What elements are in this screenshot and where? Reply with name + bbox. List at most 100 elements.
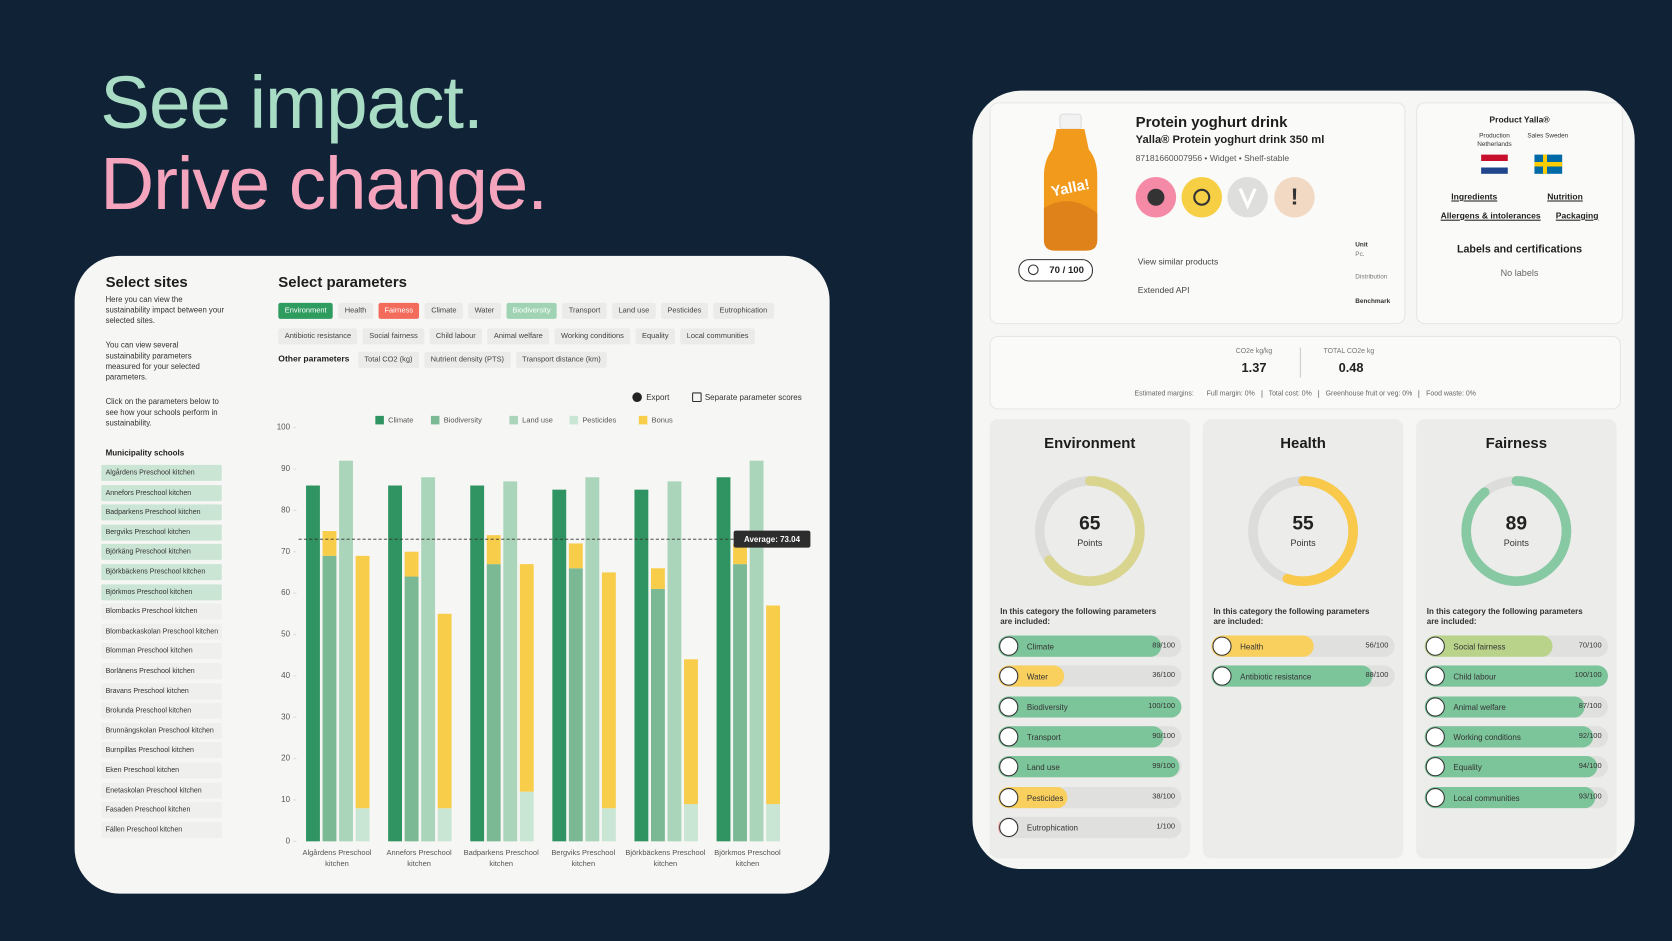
product-link[interactable]: View similar products <box>1137 256 1219 267</box>
parameter-chip[interactable]: Pesticides <box>660 302 708 319</box>
parameter-chip[interactable]: Fairness <box>378 302 420 319</box>
bar <box>766 804 781 842</box>
school-name: Brunnängskolan Preschool kitchen <box>105 727 214 735</box>
parameter-chip[interactable]: Climate <box>424 302 463 319</box>
school-item[interactable]: Fällen Preschool kitchen <box>101 821 222 838</box>
bar <box>388 485 403 842</box>
param-value: 100/100 <box>1574 672 1602 680</box>
legend-label: Pesticides <box>582 416 616 425</box>
param-icon <box>1425 636 1445 656</box>
product-tab[interactable]: Allergens & intolerances <box>1440 211 1541 221</box>
bar <box>667 481 682 842</box>
school-item[interactable]: Brolunda Preschool kitchen <box>101 702 222 719</box>
school-item[interactable]: Borlänens Preschool kitchen <box>101 663 222 680</box>
other-chip[interactable]: Transport distance (km) <box>515 351 608 368</box>
param-name: Social fairness <box>1453 641 1506 652</box>
bonus-bar <box>322 531 337 556</box>
category-title: Environment <box>1044 433 1136 452</box>
bonus-bar <box>650 568 665 589</box>
school-item[interactable]: Bravans Preschool kitchen <box>101 683 222 700</box>
param-icon <box>999 696 1019 717</box>
product-tab[interactable]: Packaging <box>1555 211 1599 221</box>
parameter-chip[interactable]: Health <box>338 302 373 319</box>
school-item[interactable]: Blomman Preschool kitchen <box>101 643 222 660</box>
sales: Sales Sweden <box>1527 133 1569 140</box>
other-chip[interactable]: Total CO2 (kg) <box>357 351 419 368</box>
other-chip[interactable]: Nutrient density (PTS) <box>424 351 511 368</box>
school-item[interactable]: Blombackaskolan Preschool kitchen <box>101 623 222 640</box>
bar <box>684 804 698 842</box>
school-item[interactable]: Bergviks Preschool kitchen <box>101 524 222 541</box>
parameter-chip[interactable]: Equality <box>635 328 675 345</box>
sites-multi: You can view several sustainability para… <box>105 340 200 382</box>
school-item[interactable]: Björkbäckens Preschool kitchen <box>101 564 222 581</box>
parameter-chip[interactable]: Environment <box>278 302 334 319</box>
param-bar <box>998 756 1180 778</box>
legend-swatch <box>430 415 440 425</box>
product-tab[interactable]: Nutrition <box>1547 191 1583 202</box>
donut-score: 65 <box>1079 514 1101 535</box>
parameter-chip[interactable]: Land use <box>612 302 656 319</box>
parameter-chip[interactable]: Animal welfare <box>487 328 550 345</box>
school-name: Badparkens Preschool kitchen <box>105 508 201 517</box>
param-icon <box>999 817 1019 837</box>
co2-box: CO2e kg/kg 1.37 TOTAL CO2e kg 0.48 Estimated… <box>989 335 1621 410</box>
param-value: 88/100 <box>1365 672 1389 680</box>
school-item[interactable]: Annefors Preschool kitchen <box>101 484 222 501</box>
parameter-chip[interactable]: Antibiotic resistance <box>278 328 358 345</box>
parameter-chip[interactable]: Child labour <box>429 328 483 345</box>
parameter-chip[interactable]: Biodiversity <box>506 302 557 319</box>
badges: ! <box>1135 177 1315 218</box>
school-item[interactable]: Burnpillas Preschool kitchen <box>101 742 222 759</box>
labels-title: Labels and certifications <box>1456 244 1583 256</box>
separate-scores[interactable]: Separate parameter scores <box>704 392 802 403</box>
school-item[interactable]: Fasaden Preschool kitchen <box>101 802 222 819</box>
param-row: Working conditions 92/100 <box>1424 726 1609 748</box>
param-bar <box>998 695 1182 718</box>
average-badge <box>733 530 811 548</box>
param-row: Local communities 93/100 <box>1424 786 1609 808</box>
school-item[interactable]: Algårdens Preschool kitchen <box>101 464 222 481</box>
param-bar <box>1211 665 1373 688</box>
school-item[interactable]: Enetaskolan Preschool kitchen <box>101 782 222 799</box>
school-item[interactable]: Björkmos Preschool kitchen <box>101 583 222 600</box>
x-tick-label: Björkbäckens Preschool kitchen <box>625 849 706 868</box>
school-item[interactable]: Björkäng Preschool kitchen <box>101 544 222 561</box>
checkbox[interactable] <box>692 392 702 403</box>
category-card: Environment 65 Points In this category the … <box>989 419 1191 859</box>
bar <box>716 477 731 842</box>
parameter-chip[interactable]: Transport <box>562 302 607 319</box>
sites-card: Select sites Here you can view the sustai… <box>74 255 830 894</box>
bonus-bar <box>519 564 534 792</box>
bar <box>339 460 353 842</box>
param-name: Pesticides <box>1026 792 1064 803</box>
parameter-chip[interactable]: Social fairness <box>362 328 425 345</box>
category-title: Health <box>1280 433 1326 452</box>
school-item[interactable]: Blombacks Preschool kitchen <box>101 603 222 620</box>
product-tab[interactable]: Ingredients <box>1451 191 1498 202</box>
bar <box>421 477 436 842</box>
export[interactable]: Export <box>646 392 670 403</box>
donut: 89 Points <box>1461 476 1572 586</box>
legend-label: Bonus <box>652 416 673 425</box>
school-name: Bravans Preschool kitchen <box>105 687 189 695</box>
parameter-chip[interactable]: Working conditions <box>554 328 631 345</box>
bonus-bar <box>355 555 370 809</box>
product-link[interactable]: Extended API <box>1137 285 1190 296</box>
donut-score: 89 <box>1506 514 1527 535</box>
param-icon <box>999 666 1019 686</box>
parameter-chip[interactable]: Eutrophication <box>713 302 774 319</box>
product-name: Protein yoghurt drink <box>1135 113 1288 131</box>
parameter-chip[interactable]: Water <box>468 302 501 319</box>
parameter-chip[interactable]: Local communities <box>680 328 755 345</box>
co2-value: 1.37 <box>1241 360 1267 376</box>
y-tick-label: 10 <box>281 795 290 804</box>
bonus-bar <box>437 613 452 809</box>
param-name: Climate <box>1026 641 1055 652</box>
list-title: Municipality schools <box>105 447 185 458</box>
school-item[interactable]: Eken Preschool kitchen <box>101 762 222 779</box>
x-tick-label: Algårdens Preschool kitchen <box>302 849 372 868</box>
school-item[interactable]: Badparkens Preschool kitchen <box>101 504 222 521</box>
school-item[interactable]: Brunnängskolan Preschool kitchen <box>101 722 222 739</box>
